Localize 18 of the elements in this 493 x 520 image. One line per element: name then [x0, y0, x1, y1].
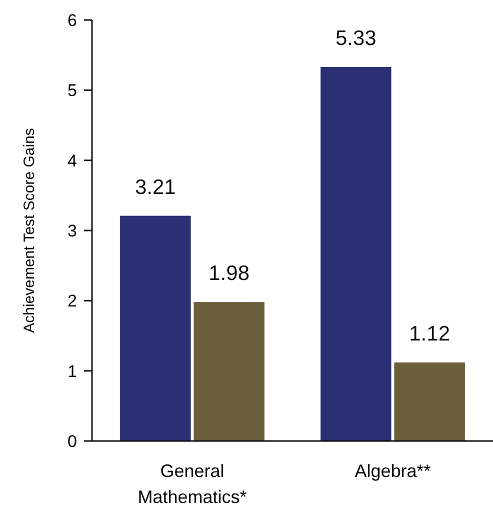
- data-label: 3.21: [134, 176, 176, 199]
- bar: [120, 216, 191, 441]
- x-tick-label: General Mathematics*: [138, 461, 247, 507]
- data-label: 1.12: [409, 322, 450, 346]
- y-tick-label: 6: [68, 10, 77, 30]
- y-tick-label: 3: [68, 221, 77, 240]
- bar: [320, 67, 392, 441]
- y-tick-label: 5: [68, 81, 77, 100]
- y-tick-label: 1: [68, 362, 77, 381]
- y-tick-label: 0: [68, 432, 77, 451]
- bar: [194, 302, 264, 441]
- x-tick-label: Algebra**: [354, 461, 431, 481]
- y-axis-title: Achievement Test Score Gains: [21, 128, 38, 333]
- bar: [394, 362, 465, 441]
- data-label: 5.33: [335, 27, 376, 50]
- data-label: 1.98: [208, 262, 250, 286]
- y-tick-label: 4: [68, 151, 77, 170]
- y-tick-label: 2: [68, 292, 77, 311]
